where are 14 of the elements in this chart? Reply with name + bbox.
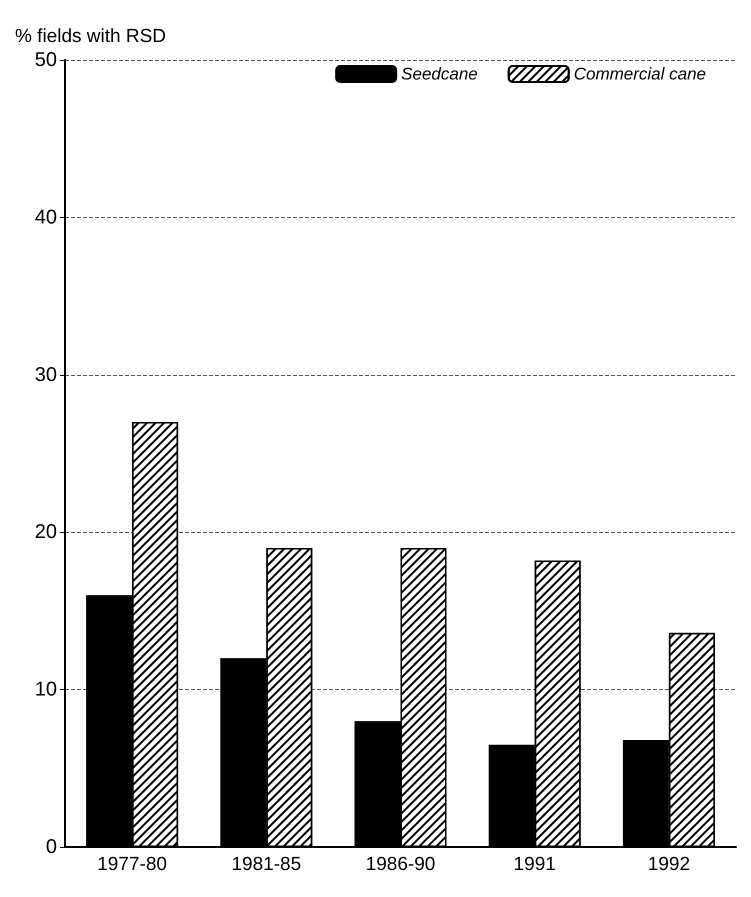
y-tick-label: 10	[34, 678, 57, 701]
y-tick-label: 50	[34, 49, 57, 71]
x-tick-label: 1986-90	[366, 854, 436, 875]
legend-label: Seedcane	[401, 64, 478, 84]
y-tick-label: 30	[34, 364, 57, 386]
x-tick-label: 1992	[648, 854, 690, 875]
x-tick-label: 1981-85	[231, 854, 302, 875]
y-tick-label: 0	[46, 836, 57, 858]
x-tick-label: 1991	[514, 854, 556, 875]
x-tick-label: 1977-80	[97, 854, 167, 875]
y-tick-label: 20	[34, 521, 57, 544]
legend-label: Commercial cane	[574, 64, 706, 84]
y-tick-label: 40	[34, 206, 57, 228]
y-axis-title: % fields with RSD	[15, 26, 166, 47]
